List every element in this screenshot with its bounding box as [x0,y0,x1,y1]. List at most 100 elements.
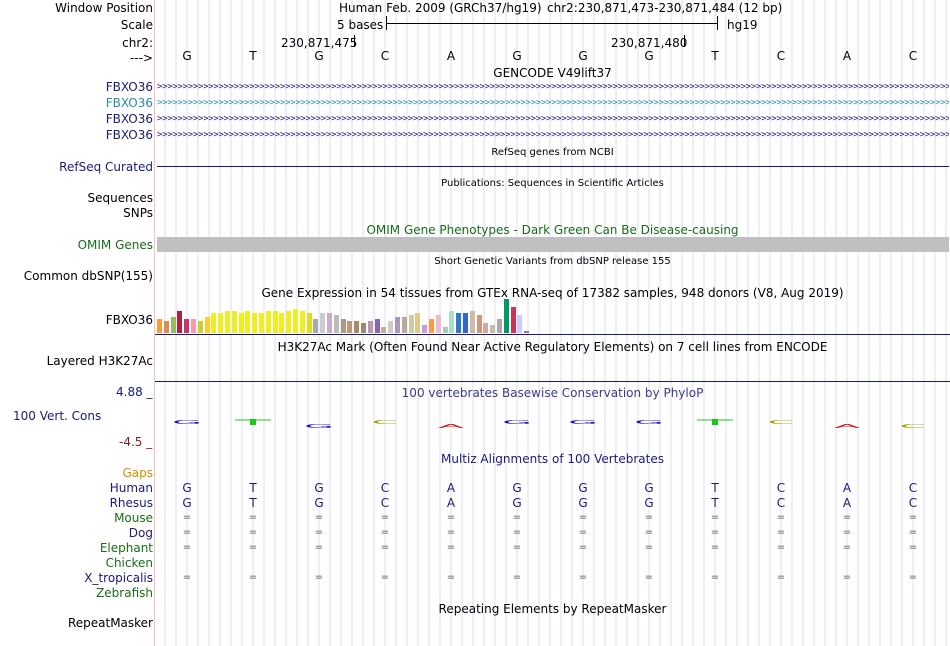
gtex-tissue-bar[interactable] [463,313,468,333]
multiz-match-mark: = [446,512,456,523]
gtex-tissue-bar[interactable] [252,313,258,333]
gtex-tissue-bar[interactable] [497,319,502,333]
gtex-tissue-bar[interactable] [279,313,285,333]
gtex-tissue-bar[interactable] [524,331,530,333]
gtex-tissue-bar[interactable] [313,319,319,333]
gtex-tissue-bar[interactable] [157,319,162,333]
db-text: hg19 [727,18,758,32]
gtex-label[interactable]: FBXO36 [105,313,153,327]
gtex-tissue-bar[interactable] [218,313,224,333]
gtex-tissue-bar[interactable] [272,311,278,333]
multiz-species-label[interactable]: Dog [128,526,153,540]
omim-label[interactable]: OMIM Genes [77,238,153,252]
gtex-tissue-bar[interactable] [435,315,441,333]
gtex-tissue-bar[interactable] [354,321,360,333]
rmsk-label[interactable]: RepeatMasker [67,616,153,630]
gencode-transcript-2[interactable]: >>>>>>>>>>>>>>>>>>>>>>>>>>>>>>>>>>>>>>>>… [157,98,949,108]
gtex-tissue-bar[interactable] [510,307,516,333]
gencode-transcript-4[interactable]: >>>>>>>>>>>>>>>>>>>>>>>>>>>>>>>>>>>>>>>>… [157,130,949,140]
gtex-tissue-bar[interactable] [388,321,394,333]
gtex-tissue-bar[interactable] [408,315,414,333]
gtex-tissue-bar[interactable] [259,313,264,333]
h3k27-label[interactable]: Layered H3K27Ac [46,354,153,368]
gtex-tissue-bar[interactable] [265,311,271,333]
phylop-base-mark: G [568,419,598,425]
gtex-tissue-bar[interactable] [429,319,434,333]
gtex-tissue-bar[interactable] [347,321,353,333]
scale-text: 5 bases [337,18,384,32]
refseq-label[interactable]: RefSeq Curated [59,160,153,174]
gtex-tissue-bar[interactable] [191,319,196,333]
multiz-species-label[interactable]: Elephant [99,541,153,555]
gtex-tissue-bar[interactable] [306,313,312,333]
gtex-tissue-bar[interactable] [211,313,217,333]
multiz-base: G [182,496,192,510]
gtex-tissue-bar[interactable] [469,311,475,333]
refseq-gene-line[interactable] [157,166,949,167]
gtex-tissue-bar[interactable] [361,323,366,333]
pubs-label-snps[interactable]: SNPs [123,206,153,220]
gtex-tissue-bar[interactable] [238,313,244,333]
gtex-tissue-bar[interactable] [395,317,400,333]
gtex-tissue-bar[interactable] [503,299,509,333]
gtex-tissue-bar[interactable] [340,319,346,333]
gencode-transcript-1[interactable]: >>>>>>>>>>>>>>>>>>>>>>>>>>>>>>>>>>>>>>>>… [157,82,949,92]
multiz-match-mark: = [248,542,258,553]
gtex-tissue-bar[interactable] [517,315,523,333]
multiz-base: G [644,496,654,510]
multiz-base: T [711,481,719,495]
gtex-tissue-bar[interactable] [204,317,210,333]
gtex-tissue-bar[interactable] [490,325,496,333]
phylop-base-mark: A [438,423,465,429]
multiz-species-label[interactable]: Mouse [114,511,153,525]
gtex-tissue-bar[interactable] [184,319,190,333]
gencode-transcript-3[interactable]: >>>>>>>>>>>>>>>>>>>>>>>>>>>>>>>>>>>>>>>>… [157,114,949,124]
gtex-tissue-bar[interactable] [401,317,407,333]
gtex-tissue-bar[interactable] [415,313,421,333]
multiz-species-label[interactable]: Zebrafish [96,586,153,600]
omim-gene-block[interactable] [157,237,949,252]
multiz-match-mark: = [842,527,852,538]
gtex-tissue-bar[interactable] [442,327,448,333]
gencode-label-4[interactable]: FBXO36 [105,128,153,142]
gtex-tissue-bar[interactable] [231,311,237,333]
dbsnp-label[interactable]: Common dbSNP(155) [23,269,153,283]
gtex-tissue-bar[interactable] [170,317,176,333]
multiz-species-label[interactable]: Chicken [105,556,153,570]
gtex-tissue-bar[interactable] [327,313,332,333]
gencode-label-1[interactable]: FBXO36 [105,80,153,94]
gencode-label-3[interactable]: FBXO36 [105,112,153,126]
gtex-tissue-bar[interactable] [449,311,455,333]
gtex-expression-bars[interactable] [157,298,557,333]
multiz-match-mark: = [578,542,588,553]
multiz-species-label[interactable]: Gaps [122,466,153,480]
gtex-tissue-bar[interactable] [483,323,489,333]
phylop-label[interactable]: 100 Vert. Cons [13,409,102,423]
gtex-tissue-bar[interactable] [476,315,482,333]
gtex-tissue-bar[interactable] [245,311,251,333]
gtex-tissue-bar[interactable] [422,325,428,333]
multiz-species-label[interactable]: Human [109,481,153,495]
gtex-tissue-bar[interactable] [333,315,339,333]
phylop-base-mark: C [372,419,399,425]
gtex-tissue-bar[interactable] [456,313,462,333]
multiz-species-label[interactable]: Rhesus [109,496,153,510]
gtex-tissue-bar[interactable] [381,327,387,333]
gtex-tissue-bar[interactable] [197,321,203,333]
gtex-tissue-bar[interactable] [299,311,305,333]
position-text[interactable]: chr2:230,871,473-230,871,484 (12 bp) [547,1,783,15]
gtex-tissue-bar[interactable] [320,313,326,333]
gtex-tissue-bar[interactable] [374,319,380,333]
gtex-tissue-bar[interactable] [177,311,183,333]
gencode-label-2[interactable]: FBXO36 [105,96,153,110]
gtex-tissue-bar[interactable] [367,321,373,333]
gtex-tissue-bar[interactable] [163,321,169,333]
pubs-label-sequences[interactable]: Sequences [87,191,153,205]
multiz-base: G [512,481,522,495]
multiz-species-label[interactable]: X_tropicalis [84,571,153,585]
gtex-tissue-bar[interactable] [225,311,230,333]
gtex-tissue-bar[interactable] [293,309,298,333]
gtex-tissue-bar[interactable] [286,311,292,333]
scale-label: Scale [120,18,153,32]
